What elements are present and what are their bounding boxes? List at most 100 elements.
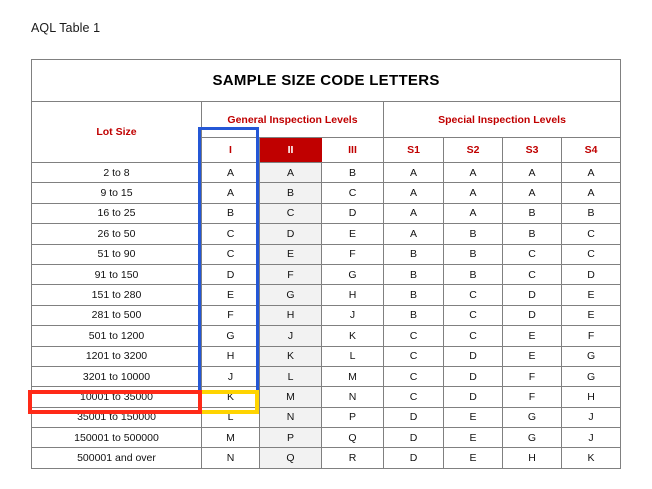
code-cell-I: F — [201, 304, 260, 327]
level-header-row: I II III S1 S2 S3 S4 — [32, 137, 622, 163]
code-cell-II: L — [259, 365, 322, 388]
code-cell-S1: D — [383, 447, 444, 469]
lot-size-cell: 26 to 50 — [31, 223, 202, 245]
table-row: 10001 to 35000 K M N C D F H — [31, 386, 622, 408]
code-cell-I: J — [201, 365, 260, 388]
table-banner-title: SAMPLE SIZE CODE LETTERS — [30, 59, 622, 102]
lot-size-cell: 501 to 1200 — [31, 325, 202, 347]
code-cell-S3: E — [502, 345, 562, 367]
code-cell-III: K — [321, 325, 384, 347]
code-cell-I: G — [201, 325, 260, 347]
level-header-S3[interactable]: S3 — [502, 137, 562, 163]
code-cell-S1: B — [383, 263, 444, 286]
code-cell-S4: A — [560, 182, 622, 204]
code-cell-S2: A — [443, 182, 503, 204]
lot-size-cell: 9 to 15 — [31, 182, 202, 204]
lot-size-cell: 500001 and over — [31, 447, 202, 469]
code-cell-I: C — [201, 243, 260, 265]
table-row: 9 to 15 A B C A A A A — [31, 182, 622, 204]
general-inspection-levels-group-header: General Inspection Levels — [201, 101, 384, 138]
level-header-S1[interactable]: S1 — [383, 137, 444, 163]
code-cell-S1: B — [383, 284, 444, 306]
level-header-S4[interactable]: S4 — [560, 137, 622, 163]
code-cell-S3: D — [502, 284, 562, 306]
code-cell-S4: H — [560, 386, 622, 408]
code-cell-S1: C — [383, 345, 444, 367]
code-cell-S3: G — [502, 427, 562, 449]
lot-size-column-header: Lot Size — [31, 101, 202, 163]
code-cell-S4: C — [560, 223, 622, 245]
table-row: 2 to 8 A A B A A A A — [31, 161, 622, 184]
table-row-highlighted: 35001 to 150000 L N P D E G J — [31, 406, 622, 429]
table-row: 91 to 150 D F G B B C D — [31, 263, 622, 286]
lot-size-cell: 150001 to 500000 — [31, 427, 202, 449]
code-cell-S1: B — [383, 304, 444, 327]
code-cell-S3: E — [502, 325, 562, 347]
level-header-III[interactable]: III — [321, 137, 384, 163]
code-cell-S2: D — [443, 345, 503, 367]
code-cell-S4: J — [560, 427, 622, 449]
code-cell-III: Q — [321, 427, 384, 449]
code-cell-S2: A — [443, 202, 503, 225]
code-cell-S4: E — [560, 304, 622, 327]
table-row: 501 to 1200 G J K C C E F — [31, 325, 622, 347]
table-row: 3201 to 10000 J L M C D F G — [31, 365, 622, 388]
code-cell-II: H — [259, 304, 322, 327]
table-row: 51 to 90 C E F B B C C — [31, 243, 622, 265]
lot-size-cell-highlighted: 35001 to 150000 — [31, 406, 202, 429]
code-cell-S4: G — [560, 345, 622, 367]
code-cell-II: D — [259, 223, 322, 245]
lot-size-cell: 10001 to 35000 — [31, 386, 202, 408]
code-cell-S1: B — [383, 243, 444, 265]
code-cell-S4: J — [560, 406, 622, 429]
code-cell-S1: A — [383, 223, 444, 245]
code-cell-III: G — [321, 263, 384, 286]
code-cell-S1: C — [383, 325, 444, 347]
lot-size-cell: 1201 to 3200 — [31, 345, 202, 367]
code-cell-I-highlighted: L — [201, 406, 260, 429]
code-cell-I: A — [201, 182, 260, 204]
code-cell-S1: D — [383, 406, 444, 429]
code-cell-I: D — [201, 263, 260, 286]
code-cell-S4: E — [560, 284, 622, 306]
code-cell-III: M — [321, 365, 384, 388]
code-cell-S2: D — [443, 386, 503, 408]
code-cell-III: E — [321, 223, 384, 245]
code-cell-S1: C — [383, 386, 444, 408]
code-cell-I: N — [201, 447, 260, 469]
table-row: 1201 to 3200 H K L C D E G — [31, 345, 622, 367]
code-cell-III: B — [321, 161, 384, 184]
page-title: AQL Table 1 — [31, 21, 101, 35]
code-cell-II: E — [259, 243, 322, 265]
code-cell-II: K — [259, 345, 322, 367]
level-header-I[interactable]: I — [201, 137, 260, 163]
code-cell-II: G — [259, 284, 322, 306]
code-cell-III: R — [321, 447, 384, 469]
code-cell-S2: B — [443, 243, 503, 265]
level-header-II[interactable]: II — [259, 137, 322, 163]
code-cell-S3: D — [502, 304, 562, 327]
code-cell-III: C — [321, 182, 384, 204]
table-row: 26 to 50 C D E A B B C — [31, 223, 622, 245]
code-cell-III: D — [321, 202, 384, 225]
code-cell-II: F — [259, 263, 322, 286]
table-row: 281 to 500 F H J B C D E — [31, 304, 622, 327]
lot-size-cell: 151 to 280 — [31, 284, 202, 306]
banner-row: SAMPLE SIZE CODE LETTERS — [30, 59, 622, 102]
level-header-S2[interactable]: S2 — [443, 137, 503, 163]
code-cell-S3: H — [502, 447, 562, 469]
group-header-row: Lot Size General Inspection Levels Speci… — [31, 101, 622, 163]
code-cell-S2: E — [443, 427, 503, 449]
code-cell-II: J — [259, 325, 322, 347]
code-cell-I: A — [201, 161, 260, 184]
code-cell-S2: B — [443, 263, 503, 286]
code-cell-III: F — [321, 243, 384, 265]
code-cell-S3: B — [502, 223, 562, 245]
code-cell-S4: D — [560, 263, 622, 286]
code-cell-S2: E — [443, 447, 503, 469]
code-cell-S2: D — [443, 365, 503, 388]
code-cell-I: M — [201, 427, 260, 449]
code-cell-S3: A — [502, 182, 562, 204]
code-cell-III: N — [321, 386, 384, 408]
code-cell-S2: E — [443, 406, 503, 429]
